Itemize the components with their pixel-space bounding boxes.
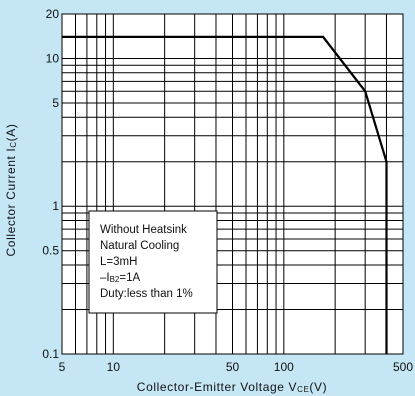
series-line: [62, 35, 388, 354]
y-tick-label: 20: [46, 7, 60, 21]
x-tick-label: 100: [274, 360, 294, 374]
y-tick-label: 1: [52, 199, 59, 213]
annotation-line: L=3mH: [100, 256, 137, 268]
annotation-line: Without Heatsink: [100, 224, 187, 236]
x-tick-label: 500: [393, 360, 413, 374]
x-tick-label: 50: [226, 360, 240, 374]
x-tick-label: 10: [107, 360, 121, 374]
y-tick-label: 0.1: [42, 347, 59, 361]
y-tick-label: 10: [46, 51, 60, 65]
annotation-line: Natural Cooling: [100, 240, 179, 252]
y-tick-label: 0.5: [42, 244, 59, 258]
annotation-box: Without Heatsink Natural Cooling L=3mH –IB2…: [88, 210, 218, 314]
annotation-background: [88, 210, 218, 314]
x-tick-label: 5: [59, 360, 66, 374]
x-axis-label: Collector-Emitter Voltage VCE(V): [137, 380, 327, 394]
annotation-line: –IB2=1A: [100, 272, 141, 284]
y-tick-label: 5: [52, 96, 59, 110]
y-axis-label: Collector Current IC(A): [4, 124, 18, 257]
annotation-line: Duty:less than 1%: [100, 288, 193, 300]
series-group: [62, 35, 388, 354]
tick-labels: 5 10 50 100 500 0.1 0.5 1 5 10 20: [42, 7, 413, 374]
